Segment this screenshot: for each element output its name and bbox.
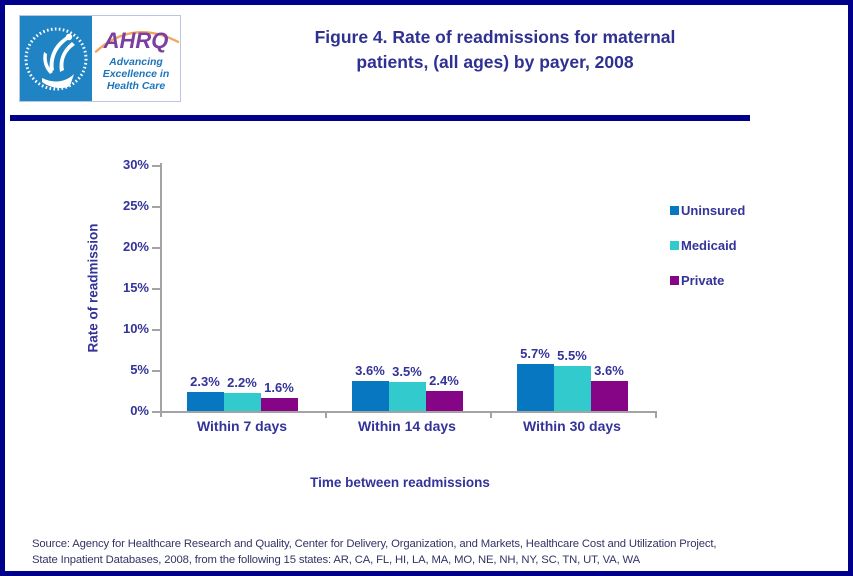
- ahrq-logo: AHRQ Advancing Excellence in Health Care: [19, 15, 181, 102]
- y-tick-mark: [152, 206, 160, 208]
- legend-label-private: Private: [681, 273, 725, 288]
- bar-uninsured-2: [351, 381, 389, 411]
- x-tick-mark: [325, 411, 327, 418]
- legend-swatch-uninsured: [670, 206, 679, 215]
- y-tick-mark: [152, 165, 160, 167]
- bar-private-3: [590, 381, 628, 411]
- y-tick-mark: [152, 370, 160, 372]
- y-tick-label: 10%: [122, 321, 149, 336]
- x-axis-title: Time between readmissions: [310, 475, 490, 490]
- y-tick-mark: [152, 288, 160, 290]
- legend-swatch-medicaid: [670, 241, 679, 250]
- x-tick-mark: [655, 411, 657, 418]
- y-tick-label: 30%: [122, 157, 149, 172]
- source-note: Source: Agency for Healthcare Research a…: [32, 536, 837, 569]
- figure-title-line1: Figure 4. Rate of readmissions for mater…: [314, 27, 676, 47]
- bar-value-label: 5.7%: [520, 346, 550, 362]
- y-tick-label: 5%: [130, 362, 149, 377]
- bar-value-label: 2.4%: [429, 373, 459, 389]
- hhs-eagle-icon: [24, 27, 88, 91]
- x-axis-line: [152, 411, 655, 413]
- bar-value-label: 1.6%: [264, 379, 294, 395]
- bar-medicaid-3: [553, 365, 591, 411]
- x-tick-mark: [490, 411, 492, 418]
- bar-medicaid-1: [223, 392, 261, 411]
- header-divider-rule: [10, 115, 750, 121]
- y-axis-line: [160, 163, 162, 417]
- bar-value-label: 2.2%: [227, 374, 257, 390]
- ahrq-arc-icon: [94, 30, 180, 53]
- legend-item-medicaid: Medicaid: [670, 238, 745, 253]
- bar-medicaid-2: [388, 382, 426, 411]
- x-category-label: Within 14 days: [358, 418, 456, 434]
- legend-item-uninsured: Uninsured: [670, 203, 745, 218]
- ahrq-wordmark: AHRQ: [103, 28, 169, 53]
- ahrq-tagline: Advancing Excellence in Health Care: [102, 56, 170, 93]
- bar-value-label: 3.6%: [594, 363, 624, 379]
- legend-label-medicaid: Medicaid: [681, 238, 737, 253]
- x-category-label: Within 30 days: [523, 418, 621, 434]
- bar-value-label: 3.6%: [355, 363, 385, 379]
- legend-swatch-private: [670, 276, 679, 285]
- figure-title: Figure 4. Rate of readmissions for mater…: [255, 25, 735, 76]
- y-tick-mark: [152, 329, 160, 331]
- bar-value-label: 3.5%: [392, 364, 422, 380]
- y-tick-label: 25%: [122, 198, 149, 213]
- x-category-label: Within 7 days: [196, 418, 288, 434]
- hhs-seal-panel: [20, 16, 92, 101]
- bar-private-2: [425, 391, 463, 411]
- legend-item-private: Private: [670, 273, 745, 288]
- source-note-line2: State Inpatient Databases, 2008, from th…: [32, 554, 641, 567]
- y-tick-label: 20%: [122, 239, 149, 254]
- bar-uninsured-1: [186, 392, 224, 411]
- chart-legend: Uninsured Medicaid Private: [670, 203, 745, 288]
- figure-title-line2: patients, (all ages) by payer, 2008: [356, 52, 634, 73]
- bar-uninsured-3: [516, 364, 554, 411]
- source-note-line1: Source: Agency for Healthcare Research a…: [32, 538, 717, 550]
- ahrq-logo-text-panel: AHRQ Advancing Excellence in Health Care: [92, 16, 180, 101]
- y-tick-mark: [152, 247, 160, 249]
- y-tick-label: 0%: [130, 403, 149, 418]
- bar-value-label: 2.3%: [190, 374, 220, 390]
- bar-private-1: [260, 397, 298, 411]
- y-tick-label: 15%: [122, 280, 149, 295]
- bar-value-label: 5.5%: [557, 347, 587, 363]
- legend-label-uninsured: Uninsured: [681, 203, 746, 218]
